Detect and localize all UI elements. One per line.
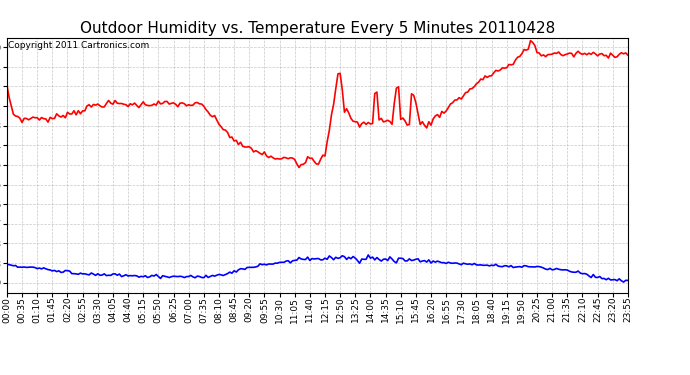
Title: Outdoor Humidity vs. Temperature Every 5 Minutes 20110428: Outdoor Humidity vs. Temperature Every 5… bbox=[80, 21, 555, 36]
Text: Copyright 2011 Cartronics.com: Copyright 2011 Cartronics.com bbox=[8, 41, 150, 50]
